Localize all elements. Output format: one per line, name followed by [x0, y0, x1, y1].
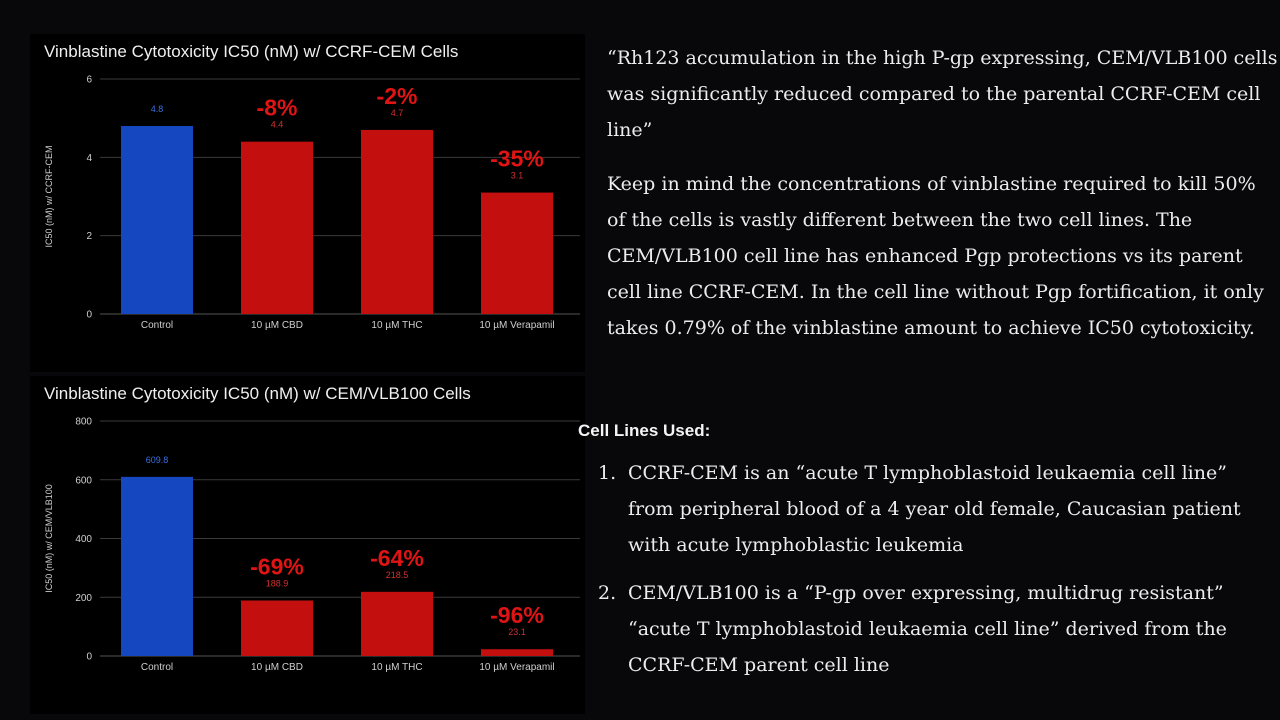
y-axis-label: IC50 (nM) w/ CCRF-CEM [44, 145, 54, 247]
list-item-text: CEM/VLB100 is a “P-gp over expressing, m… [628, 582, 1227, 676]
x-tick-label: 10 µM CBD [251, 662, 303, 673]
bar-chart-cem-vlb100: 0 200 400 600 800 IC50 (nM) w/ CEM/VLB100 609.… [44, 417, 580, 673]
y-tick-label: 400 [75, 534, 92, 545]
bar [481, 649, 553, 656]
list-item: 2. CEM/VLB100 is a “P-gp over expressing… [598, 575, 1278, 683]
x-tick-label: 10 µM CBD [251, 320, 303, 331]
data-label: 218.5 [386, 570, 409, 580]
data-label: 23.1 [508, 627, 526, 637]
percent-change-label: -8% [257, 95, 298, 121]
data-label: 3.1 [511, 171, 524, 181]
x-tick-label: 10 µM THC [371, 662, 422, 673]
y-tick-label: 0 [86, 310, 92, 321]
chart-title: Vinblastine Cytotoxicity IC50 (nM) w/ CC… [44, 42, 459, 61]
y-tick-label: 600 [75, 475, 92, 486]
quote-paragraph: “Rh123 accumulation in the high P-gp exp… [607, 47, 1278, 141]
x-tick-label: 10 µM THC [371, 320, 422, 331]
bar [241, 600, 313, 656]
list-item: 1. CCRF-CEM is an “acute T lymphoblastoi… [598, 455, 1278, 563]
bar [121, 476, 193, 656]
data-label: 609.8 [146, 455, 169, 465]
y-tick-label: 0 [86, 652, 92, 663]
list-item-number: 2. [598, 582, 617, 604]
x-tick-label: Control [141, 662, 173, 673]
cell-lines-list: 1. CCRF-CEM is an “acute T lymphoblastoi… [598, 455, 1278, 695]
list-item-number: 1. [598, 462, 617, 484]
y-tick-label: 200 [75, 593, 92, 604]
bar-chart-ccrf-cem: 0 2 4 6 IC50 (nM) w/ CCRF-CEM 4.8 Control 4.4-8… [44, 75, 580, 331]
bar [361, 591, 433, 656]
percent-change-label: -35% [490, 146, 544, 172]
cell-lines-heading: Cell Lines Used: [578, 421, 711, 440]
bar [241, 141, 313, 314]
data-label: 188.9 [266, 579, 289, 589]
percent-change-label: -2% [377, 83, 418, 109]
y-tick-label: 4 [86, 153, 92, 164]
y-tick-label: 800 [75, 417, 92, 428]
x-tick-label: Control [141, 320, 173, 331]
percent-change-label: -69% [250, 554, 304, 580]
y-tick-label: 2 [86, 231, 92, 242]
chart-panel-cem-vlb100: Vinblastine Cytotoxicity IC50 (nM) w/ CE… [30, 376, 585, 714]
bar [121, 126, 193, 314]
explanation-text: “Rh123 accumulation in the high P-gp exp… [607, 40, 1279, 362]
y-tick-label: 6 [86, 75, 92, 86]
list-item-text: CCRF-CEM is an “acute T lymphoblastoid l… [628, 462, 1241, 556]
chart-panel-ccrf-cem: Vinblastine Cytotoxicity IC50 (nM) w/ CC… [30, 34, 585, 372]
data-label: 4.7 [391, 108, 404, 118]
data-label: 4.4 [271, 120, 284, 130]
data-label: 4.8 [151, 104, 164, 114]
x-tick-label: 10 µM Verapamil [479, 662, 554, 673]
percent-change-label: -64% [370, 545, 424, 571]
bar [361, 129, 433, 314]
note-paragraph: Keep in mind the concentrations of vinbl… [607, 173, 1264, 339]
percent-change-label: -96% [490, 602, 544, 628]
y-axis-label: IC50 (nM) w/ CEM/VLB100 [44, 484, 54, 593]
chart-title: Vinblastine Cytotoxicity IC50 (nM) w/ CE… [44, 384, 471, 403]
x-tick-label: 10 µM Verapamil [479, 320, 554, 331]
bar [481, 192, 553, 314]
